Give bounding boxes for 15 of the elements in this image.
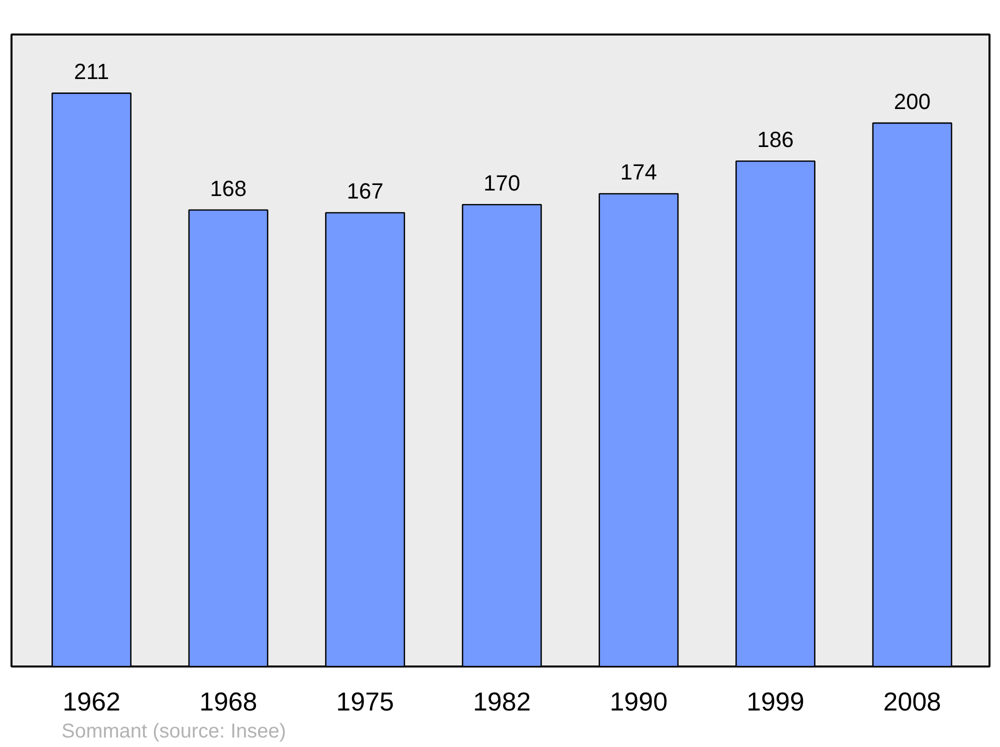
data-label: 170 [484, 170, 520, 196]
x-tick-label: 1962 [62, 686, 120, 716]
data-label: 186 [757, 127, 794, 152]
x-tick-label: 1982 [472, 686, 531, 716]
data-label: 211 [74, 59, 110, 84]
data-label: 200 [894, 89, 931, 114]
data-label: 174 [620, 160, 658, 185]
x-tick-label: 2008 [883, 686, 942, 716]
text: Sommant (source: Insee) [62, 720, 286, 742]
x-tick-label: 1968 [199, 686, 258, 716]
data-label: 168 [210, 176, 247, 202]
x-tick-label: 1990 [610, 686, 668, 716]
data-label: 167 [346, 178, 384, 204]
x-tick-label: 1999 [746, 686, 804, 716]
x-tick-label: 1975 [336, 686, 394, 716]
